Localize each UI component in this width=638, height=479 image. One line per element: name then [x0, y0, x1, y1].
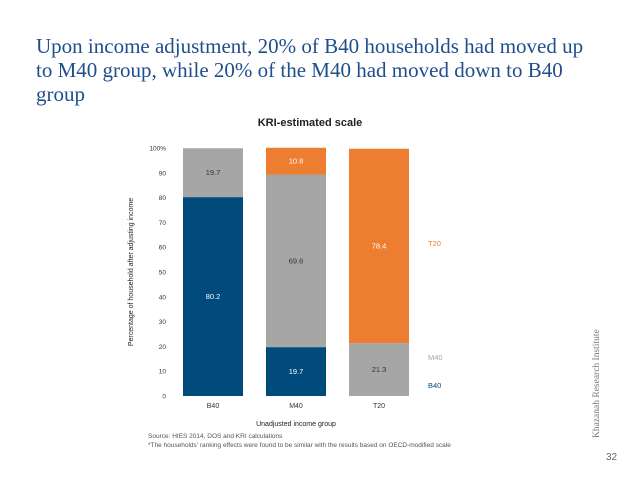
- y-tick-label: 100%: [149, 146, 166, 153]
- bar-segment-b40: [266, 347, 326, 396]
- y-axis: 0 10 20 30 40 50 60 70 80 90 100%: [149, 146, 166, 401]
- data-label: 21.3: [372, 365, 387, 374]
- legend-label-t20: T20: [428, 239, 441, 248]
- bar-segment-b40: [183, 197, 243, 396]
- y-axis-title: Percentage of household after adjusting …: [128, 198, 135, 346]
- chart-title: KRI-estimated scale: [257, 117, 363, 129]
- data-label: 80.2: [206, 292, 221, 301]
- brand-name: Khazanah Research Institute: [592, 329, 602, 438]
- bar-segment-m40: [266, 174, 326, 348]
- legend: T20 M40 B40: [428, 239, 443, 390]
- y-tick-label: 10: [159, 369, 167, 376]
- data-label: 78.4: [372, 241, 387, 250]
- y-tick-label: 60: [159, 245, 167, 252]
- bar-segment-t20: [349, 148, 409, 344]
- data-label: 19.7: [206, 168, 221, 177]
- data-label: 19.7: [289, 367, 304, 376]
- bar-segment-t20: [266, 147, 326, 175]
- y-tick-label: 0: [162, 394, 166, 401]
- legend-label-m40: M40: [428, 353, 443, 362]
- data-label: 10.8: [289, 157, 304, 166]
- bars: 80.2 19.7 19.7 69.6 10.8 21.3 78.4: [183, 147, 409, 396]
- category-labels: B40 M40 T20: [207, 403, 385, 410]
- y-tick-label: 80: [159, 195, 167, 202]
- x-tick-label: M40: [289, 403, 303, 410]
- y-tick-label: 70: [159, 220, 167, 227]
- bar-segment-m40: [349, 343, 409, 396]
- slide-title: Upon income adjustment, 20% of B40 house…: [36, 34, 584, 106]
- source-line: Source: HIES 2014, DOS and KRI calculati…: [148, 433, 283, 440]
- footnote-line: *The households' ranking effects were fo…: [148, 442, 451, 449]
- x-axis-title: Unadjusted income group: [256, 421, 336, 428]
- legend-label-b40: B40: [428, 381, 441, 390]
- y-tick-label: 30: [159, 319, 167, 326]
- y-tick-label: 50: [159, 270, 167, 277]
- y-tick-label: 20: [159, 344, 167, 351]
- data-label: 69.6: [289, 256, 304, 265]
- x-tick-label: T20: [373, 403, 385, 410]
- y-tick-label: 40: [159, 294, 167, 301]
- bar-segment-m40: [183, 148, 243, 198]
- x-tick-label: B40: [207, 403, 220, 410]
- source-note: Source: HIES 2014, DOS and KRI calculati…: [148, 432, 548, 450]
- y-tick-label: 90: [159, 170, 167, 177]
- page-number: 32: [606, 452, 618, 463]
